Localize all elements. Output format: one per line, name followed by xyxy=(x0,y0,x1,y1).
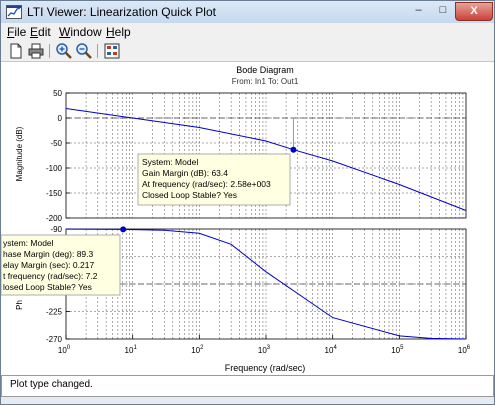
chart-title: Bode Diagram xyxy=(236,65,294,75)
magnitude-axis-label: Magnitude (dB) xyxy=(15,126,24,181)
new-file-icon[interactable] xyxy=(7,42,25,60)
tooltip-line: System: Model xyxy=(142,157,198,167)
phase-axis-label: Ph xyxy=(15,300,24,310)
tooltip-line: Closed Loop Stable? Yes xyxy=(142,190,237,200)
tooltip-line: At frequency (rad/sec): 2.58e+003 xyxy=(142,179,271,189)
chart-subtitle: From: In1 To: Out1 xyxy=(232,77,299,86)
toolbar-separator xyxy=(49,44,50,58)
phase-curve xyxy=(65,228,467,340)
y-tick-label: 0 xyxy=(58,114,63,123)
x-axis-label: Frequency (rad/sec) xyxy=(225,363,306,373)
status-bar: Plot type changed. xyxy=(1,375,494,397)
menu-bar: File Edit Window Help xyxy=(1,23,494,41)
magnitude-axes-frame xyxy=(65,92,467,219)
toolbar-separator xyxy=(97,44,98,58)
zoom-out-icon[interactable] xyxy=(75,42,93,60)
menu-help[interactable]: Help xyxy=(106,25,131,39)
bode-diagram[interactable]: Bode Diagram From: In1 To: Out1 Magnitud… xyxy=(1,62,494,376)
zoom-in-icon[interactable] xyxy=(55,42,73,60)
maximize-button[interactable]: □ xyxy=(439,4,447,16)
window-title: LTI Viewer: Linearization Quick Plot xyxy=(27,5,216,19)
y-tick-label: -150 xyxy=(46,189,63,198)
gain-margin-marker[interactable] xyxy=(290,146,297,153)
x-tick-label: 105 xyxy=(391,345,404,355)
y-tick-label: 50 xyxy=(53,89,62,98)
tooltip-line: elay Margin (sec): 0.217 xyxy=(3,260,94,270)
toolbar xyxy=(1,41,494,62)
y-tick-label: -225 xyxy=(46,308,63,317)
y-tick-label: -270 xyxy=(46,335,63,344)
x-tick-label: 106 xyxy=(458,345,471,355)
tooltip-line: losed Loop Stable? Yes xyxy=(3,282,92,292)
phase-grid xyxy=(66,229,466,339)
x-tick-label: 100 xyxy=(58,345,71,355)
menu-window[interactable]: Window xyxy=(59,25,102,39)
minimize-button[interactable]: – xyxy=(415,4,422,16)
magnitude-curve xyxy=(65,108,467,211)
print-icon[interactable] xyxy=(27,42,45,60)
y-tick-label: -50 xyxy=(50,139,62,148)
phase-margin-tooltip: ystem: Model hase Margin (deg): 89.3 ela… xyxy=(1,234,121,296)
tooltip-line: t frequency (rad/sec): 7.2 xyxy=(3,271,98,281)
matlab-app-icon xyxy=(6,5,22,19)
x-tick-label: 104 xyxy=(325,345,338,355)
magnitude-y-ticks: 50 0 -50 -100 -150 -200 xyxy=(46,89,70,223)
menu-file[interactable]: File xyxy=(7,25,27,39)
y-tick-label: -200 xyxy=(46,214,63,223)
y-tick-label: -90 xyxy=(50,225,62,234)
gain-margin-tooltip: System: Model Gain Margin (dB): 63.4 At … xyxy=(137,153,291,206)
frequency-x-ticks: 100 101 102 103 104 105 106 xyxy=(58,335,471,355)
tooltip-line: Gain Margin (dB): 63.4 xyxy=(142,168,228,178)
close-button[interactable]: X xyxy=(455,2,493,21)
x-tick-label: 103 xyxy=(258,345,271,355)
tooltip-line: ystem: Model xyxy=(3,238,54,248)
y-tick-label: -100 xyxy=(46,164,63,173)
tooltip-line: hase Margin (deg): 89.3 xyxy=(3,249,94,259)
x-tick-label: 102 xyxy=(191,345,204,355)
plot-area: Bode Diagram From: In1 To: Out1 Magnitud… xyxy=(1,62,494,376)
status-text: Plot type changed. xyxy=(10,379,93,390)
phase-margin-marker[interactable] xyxy=(120,226,127,233)
x-tick-label: 101 xyxy=(125,345,138,355)
plot-configuration-icon[interactable] xyxy=(103,42,121,60)
menu-edit[interactable]: Edit xyxy=(30,25,51,39)
title-bar[interactable]: LTI Viewer: Linearization Quick Plot – □… xyxy=(1,1,494,23)
